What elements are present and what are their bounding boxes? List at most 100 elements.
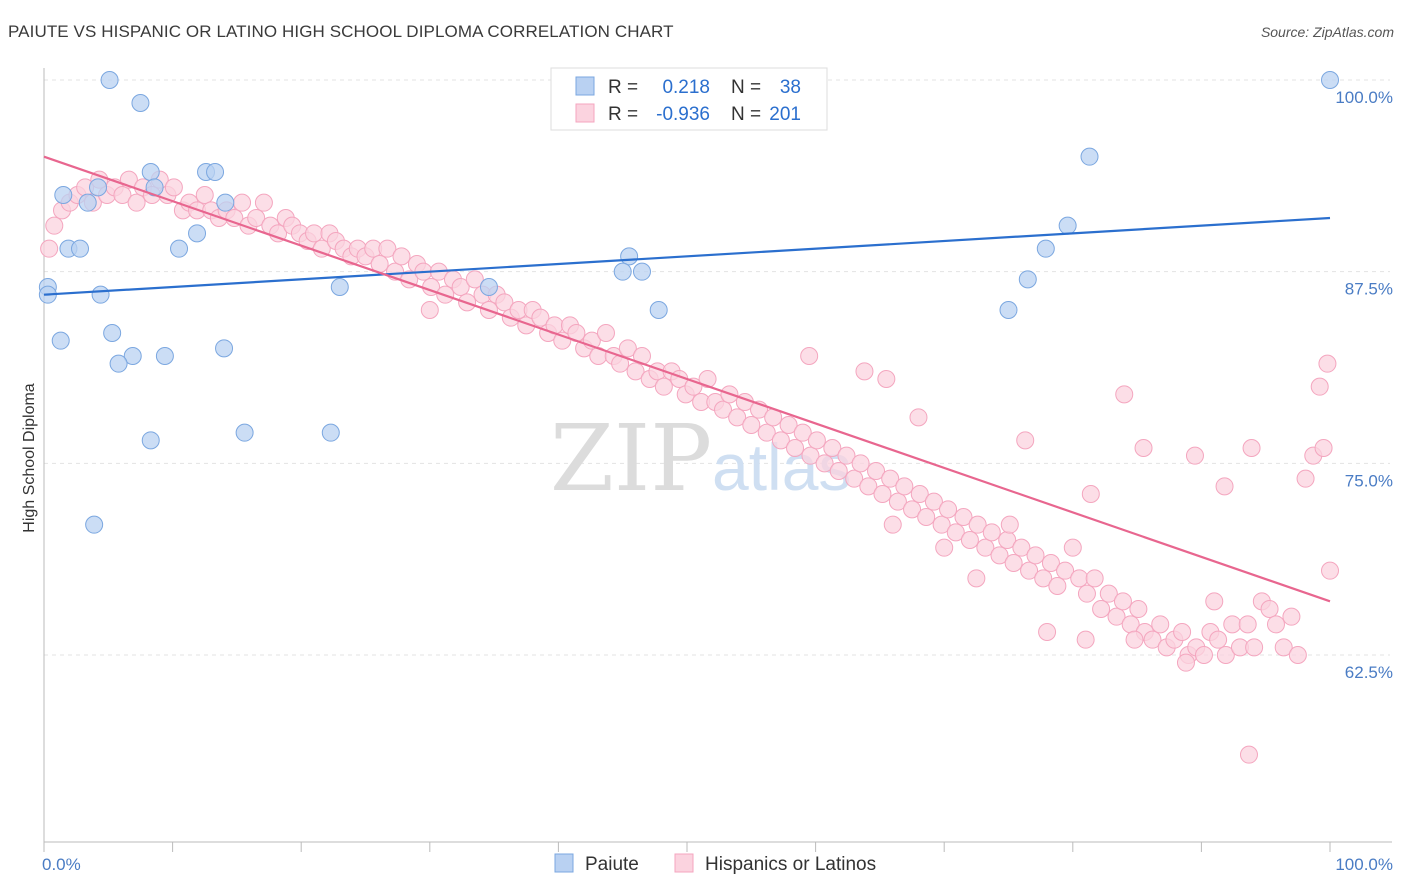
paiute-point <box>1321 71 1339 89</box>
hispanic-point <box>1076 630 1095 649</box>
hispanic-point <box>1143 630 1162 649</box>
correlation-legend: R = 0.218 N = 38 R = -0.936 N = 201 <box>550 67 828 131</box>
hispanic-point <box>779 416 798 434</box>
paiute-point <box>649 301 668 319</box>
hispanic-point <box>40 239 59 258</box>
hispanic-point <box>1318 354 1337 373</box>
hispanic-point <box>1092 600 1111 618</box>
hispanic-point <box>786 439 805 457</box>
paiute-point <box>170 239 189 258</box>
axes <box>43 68 1392 852</box>
hispanic-point <box>113 186 132 204</box>
paiute-point <box>71 239 90 258</box>
hispanic-point <box>815 454 834 473</box>
x-tick-labels: 0.0% 100.0% <box>42 855 1393 874</box>
hispanic-point <box>888 492 907 511</box>
hispanic-point <box>1239 745 1258 764</box>
hispanic-point <box>873 485 892 503</box>
hispanic-point <box>654 377 673 396</box>
hispanic-point <box>378 239 397 258</box>
paiute-point <box>216 193 235 212</box>
paiute-point <box>613 262 632 281</box>
paiute-point <box>78 193 97 212</box>
paiute-point <box>1018 270 1037 289</box>
paiute-point <box>141 163 160 181</box>
trend-lines <box>43 155 1331 603</box>
hispanic-point <box>793 423 812 442</box>
hispanic-point <box>45 216 64 235</box>
hispanic-point <box>1041 554 1060 572</box>
hispanic-point <box>1260 600 1279 618</box>
paiute-point <box>141 431 160 450</box>
y-tick-label: 100.0% <box>1335 88 1393 107</box>
hispanic-point <box>1081 485 1100 503</box>
series-paiute-points <box>38 71 1339 534</box>
hispanic-point <box>1113 592 1132 611</box>
y-axis-label: High School Diploma <box>21 383 38 533</box>
hispanic-point <box>254 193 273 212</box>
hispanic-point <box>1000 515 1019 534</box>
paiute-point <box>123 347 142 365</box>
paiute-point <box>620 247 639 266</box>
legend-n-label-paiute: N = <box>731 77 761 98</box>
hispanic-point <box>531 308 550 327</box>
paiute-point <box>54 186 73 204</box>
hispanic-point <box>954 508 973 526</box>
bottom-legend-label-hispanic: Hispanics or Latinos <box>705 854 876 875</box>
hispanic-point <box>1173 623 1192 641</box>
y-tick-labels: 100.0% 87.5% 75.0% 62.5% <box>1335 88 1393 682</box>
legend-r-label-paiute: R = <box>608 77 638 98</box>
hispanic-point <box>1194 646 1213 664</box>
paiute-point <box>206 163 225 181</box>
hispanic-point <box>1288 646 1307 664</box>
hispanic-point <box>935 538 954 557</box>
grid-lines <box>44 79 1390 656</box>
hispanic-point <box>851 454 870 473</box>
hispanic-point <box>1151 615 1170 634</box>
hispanic-point <box>1238 615 1257 634</box>
legend-r-value-hispanic: -0.936 <box>656 104 710 125</box>
hispanic-point <box>917 508 936 526</box>
hispanic-point <box>924 492 943 511</box>
hispanic-point <box>1125 630 1144 649</box>
x-tick-label-left: 0.0% <box>42 855 81 874</box>
hispanic-point <box>247 209 266 227</box>
hispanic-point <box>225 209 244 227</box>
series-hispanic-points <box>40 170 1339 764</box>
paiute-point <box>235 423 254 442</box>
hispanic-point <box>392 247 411 266</box>
hispanic-point <box>1077 584 1096 603</box>
hispanic-point <box>867 462 886 480</box>
hispanic-point <box>742 416 761 434</box>
hispanic-point <box>195 186 214 204</box>
hispanic-point <box>451 278 470 296</box>
hispanic-point <box>903 500 922 519</box>
hispanic-point <box>1321 561 1339 580</box>
hispanic-point <box>881 469 900 488</box>
hispanic-point <box>1205 592 1224 611</box>
hispanic-point <box>1185 446 1204 465</box>
hispanic-point <box>698 370 717 388</box>
hispanic-point <box>1004 554 1023 572</box>
paiute-point <box>109 354 128 373</box>
hispanic-point <box>909 408 928 427</box>
hispanic-point <box>1056 561 1075 580</box>
legend-r-label-hispanic: R = <box>608 104 638 125</box>
legend-swatch-hispanic <box>575 103 595 123</box>
hispanic-point <box>932 515 951 534</box>
legend-n-label-hispanic: N = <box>731 104 761 125</box>
hispanic-point <box>968 515 987 534</box>
hispanic-point <box>1282 607 1301 626</box>
hispanic-point <box>845 469 864 488</box>
hispanic-point <box>495 293 514 312</box>
hispanic-point <box>1310 377 1329 396</box>
hispanic-point <box>946 523 965 542</box>
hispanic-trend-line <box>43 155 1331 603</box>
hispanic-point <box>1034 569 1053 588</box>
paiute-point <box>100 71 119 89</box>
hispanic-point <box>1209 630 1228 649</box>
hispanic-point <box>465 270 484 289</box>
paiute-point <box>1058 216 1077 235</box>
hispanic-point <box>823 439 842 457</box>
